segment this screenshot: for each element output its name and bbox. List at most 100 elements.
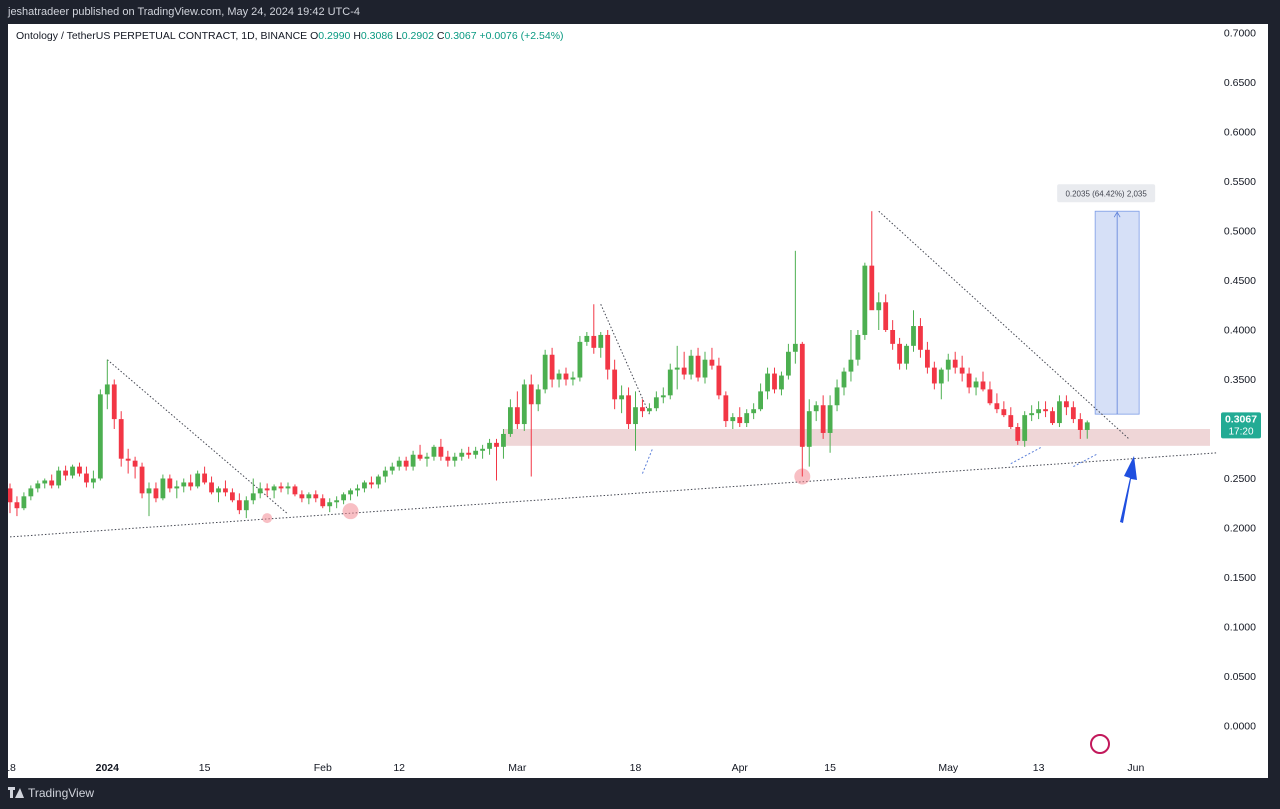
candle-body (514, 407, 520, 425)
candle-body (813, 405, 819, 412)
candle-body (146, 488, 152, 494)
candle-body (111, 384, 117, 420)
candle-body (452, 456, 458, 461)
candle-body (501, 433, 506, 447)
candle-body (236, 500, 242, 511)
blue-arrow-icon (1120, 456, 1137, 523)
candle-body (584, 335, 590, 342)
candle-body (306, 494, 312, 499)
candle-body (334, 500, 340, 503)
candle-body (1015, 427, 1021, 441)
candle-body (535, 389, 541, 405)
candle-body (591, 335, 597, 348)
candle-body (8, 488, 13, 503)
candle-body (626, 395, 631, 425)
candle-body (195, 473, 201, 487)
candle-body (786, 351, 791, 376)
candle-body (904, 345, 909, 364)
low-value: 0.2902 (401, 30, 434, 42)
y-tick-label: 0.3500 (1224, 374, 1256, 386)
candle-body (243, 500, 249, 511)
y-tick-label: 0.2000 (1224, 523, 1256, 535)
candle-body (549, 354, 555, 380)
candle-body (820, 405, 826, 433)
candle-body (216, 488, 221, 493)
candle-body (1057, 401, 1062, 424)
candle-body (375, 476, 381, 485)
candle-body (779, 375, 784, 390)
publisher-header: jeshatradeer published on TradingView.co… (8, 6, 361, 18)
candle-body (994, 403, 1000, 410)
candle-body (104, 384, 110, 395)
candle-body (911, 326, 916, 346)
chart-panel[interactable]: 0.2035 (64.42%) 2,035 0.0000 0.0500 0.1000 0… (8, 24, 1268, 778)
candle-body (278, 486, 284, 489)
price-badge (1221, 412, 1261, 439)
y-tick-label: 0.1500 (1224, 572, 1256, 584)
high-label: H (353, 30, 361, 42)
candle-body (487, 442, 492, 449)
candle-body (424, 456, 430, 459)
candle-body (21, 496, 27, 509)
candle-body (97, 394, 103, 479)
y-tick-label: 0.0000 (1224, 721, 1256, 733)
measure-label: 0.2035 (64.42%) 2,035 (1065, 190, 1147, 199)
candle-body (799, 343, 805, 447)
symbol-name: Ontology / TetherUS PERPETUAL CONTRACT, … (16, 30, 308, 42)
candle-body (403, 460, 409, 467)
candle-body (459, 452, 465, 457)
candle-body (966, 373, 972, 388)
candle-body (772, 373, 777, 390)
candlestick-chart[interactable]: 0.2035 (64.42%) 2,035 0.0000 0.0500 0.1000 0… (8, 24, 1268, 778)
candle-body (1070, 407, 1076, 420)
candle-body (744, 413, 750, 424)
candle-body (1001, 409, 1007, 416)
candle-body (765, 373, 770, 392)
x-tick-label: 2024 (96, 762, 120, 774)
candle-body (1050, 411, 1055, 424)
candle-body (758, 391, 763, 410)
tradingview-logo[interactable]: TradingView (8, 786, 94, 800)
candle-body (431, 446, 437, 457)
candle-body (209, 482, 214, 493)
candle-body (980, 381, 986, 390)
candle-body (834, 387, 840, 406)
candle-body (605, 334, 611, 370)
candle-body (299, 494, 305, 499)
candle-body (362, 482, 367, 489)
candle-body (1077, 419, 1083, 430)
candle-body (494, 442, 499, 447)
change-value: +0.0076 (+2.54%) (479, 30, 564, 42)
candle-body (695, 355, 701, 378)
candle-body (640, 407, 645, 412)
candle-body (125, 458, 131, 461)
y-tick-label: 0.0500 (1224, 671, 1256, 683)
candle-body (792, 343, 798, 352)
lightning-icon[interactable] (1090, 734, 1110, 754)
candle-body (890, 330, 896, 344)
candle-body (341, 494, 346, 501)
candle-body (202, 473, 207, 483)
candle-body (118, 419, 124, 459)
candle-body (49, 480, 55, 486)
candle-body (619, 395, 624, 400)
candle-body (959, 367, 965, 374)
descending-line-2 (878, 210, 1130, 440)
candle-body (230, 492, 235, 501)
candle-body (563, 373, 569, 380)
candle-body (688, 355, 694, 375)
candle-body (647, 408, 652, 412)
candle-body (633, 407, 638, 425)
x-tick-label: 13 (1033, 762, 1045, 774)
candle-body (827, 405, 833, 433)
candle-body (188, 482, 194, 487)
candle-body (528, 384, 534, 405)
x-tick-label: May (938, 762, 959, 774)
y-tick-label: 0.7000 (1224, 28, 1256, 40)
support-zone (503, 429, 1210, 446)
candle-body (841, 371, 847, 388)
candle-body (653, 397, 659, 409)
y-tick-label: 0.5500 (1224, 176, 1256, 188)
candle-body (271, 486, 277, 491)
candle-body (63, 470, 68, 476)
